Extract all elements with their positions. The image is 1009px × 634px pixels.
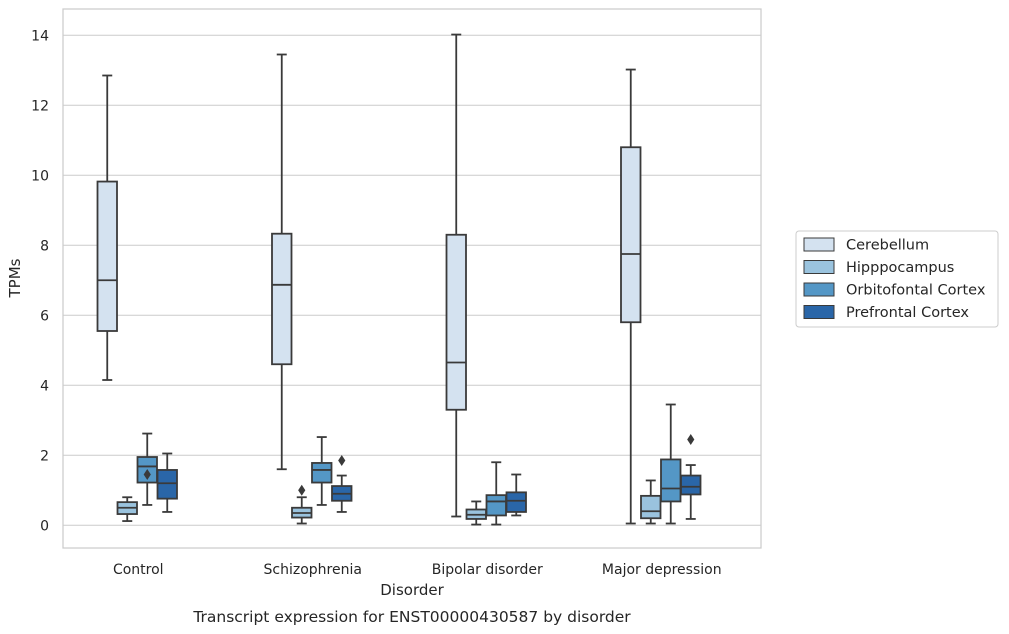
plot-area-frame <box>62 8 762 549</box>
box <box>445 233 467 411</box>
x-tick-label: Control <box>113 562 164 578</box>
box <box>311 462 333 484</box>
legend-swatch <box>803 282 835 297</box>
box <box>680 474 702 496</box>
x-axis-title: Disorder <box>380 581 444 599</box>
legend-frame <box>795 230 999 328</box>
box-group <box>445 33 467 518</box>
outlier-point <box>687 434 695 445</box>
outlier-point <box>338 455 346 466</box>
box-group <box>680 434 702 520</box>
box <box>620 146 642 324</box>
y-tick-label: 12 <box>31 98 49 114</box>
outlier-point <box>143 469 151 480</box>
box-group <box>116 496 138 522</box>
box-group <box>291 484 313 525</box>
gridlines <box>63 34 761 526</box>
box <box>156 469 178 500</box>
box <box>505 491 527 513</box>
box <box>96 180 118 332</box>
box-group <box>505 473 527 517</box>
box-group <box>96 74 118 381</box>
legend-label: Orbitofontal Cortex <box>846 283 986 299</box>
outlier-point <box>298 484 306 496</box>
box-group <box>465 500 487 526</box>
box-group <box>485 461 507 526</box>
box <box>271 232 293 366</box>
legend-label: Prefrontal Cortex <box>846 305 969 321</box>
legend-swatch <box>803 305 835 319</box>
legend-swatch <box>803 260 835 274</box>
box-group <box>311 436 333 506</box>
y-tick-label: 14 <box>31 28 49 44</box>
y-tick-label: 10 <box>31 168 49 184</box>
boxes <box>96 33 702 526</box>
legend-label: Hipppocampus <box>846 260 954 276</box>
y-tick-label: 8 <box>40 238 49 254</box>
x-tick-label: Schizophrenia <box>264 562 362 578</box>
box-group <box>331 455 353 513</box>
box-group <box>271 53 293 471</box>
box <box>485 494 507 517</box>
box-group <box>620 68 642 525</box>
legend-swatch <box>803 237 835 252</box>
box-group <box>640 479 662 525</box>
box <box>660 458 682 503</box>
x-tick-label: Major depression <box>602 562 722 578</box>
box <box>640 494 662 520</box>
y-tick-label: 2 <box>40 448 49 464</box>
box-group <box>156 452 178 513</box>
legend-label: Cerebellum <box>846 238 929 254</box>
y-tick-label: 0 <box>40 518 49 534</box>
y-axis-ticks: 0 2 4 6 8 10 12 14 <box>31 28 49 534</box>
box-group <box>136 432 158 506</box>
chart-caption: Transcript expression for ENST0000043058… <box>192 608 631 626</box>
legend: Cerebellum Hipppocampus Orbitofontal Corte… <box>795 230 999 328</box>
y-axis-title: TPMs <box>6 258 24 298</box>
x-tick-label: Bipolar disorder <box>432 562 543 578</box>
y-tick-label: 6 <box>40 308 49 324</box>
y-tick-label: 4 <box>40 378 49 394</box>
box-group <box>660 403 682 525</box>
x-axis-ticks: Control Schizophrenia Bipolar disorder Majo… <box>113 562 722 578</box>
